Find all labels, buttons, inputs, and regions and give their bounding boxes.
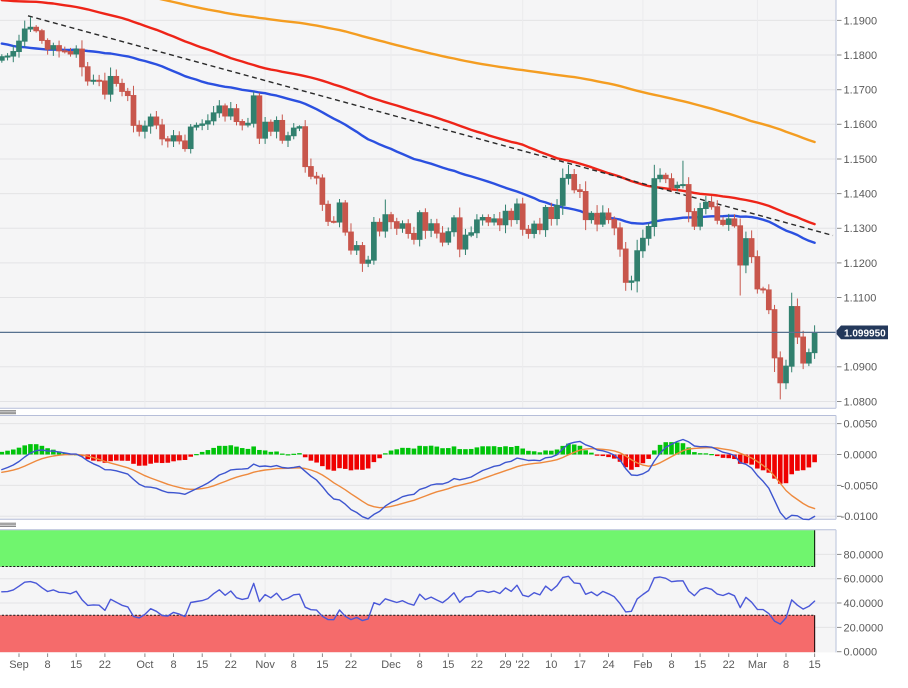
svg-text:0.0000: 0.0000 — [844, 647, 878, 659]
svg-text:8: 8 — [170, 659, 176, 671]
svg-text:Feb: Feb — [633, 659, 652, 671]
svg-text:15: 15 — [316, 659, 328, 671]
svg-text:8: 8 — [417, 659, 423, 671]
svg-text:15: 15 — [694, 659, 706, 671]
svg-text:80.0000: 80.0000 — [844, 549, 884, 561]
svg-text:0.0000: 0.0000 — [844, 449, 878, 461]
svg-text:-0.0050: -0.0050 — [841, 480, 878, 492]
svg-text:8: 8 — [45, 659, 51, 671]
svg-text:1.1300: 1.1300 — [844, 223, 878, 235]
svg-text:1.1400: 1.1400 — [844, 189, 878, 201]
svg-text:0.0050: 0.0050 — [844, 419, 878, 431]
svg-text:22: 22 — [723, 659, 735, 671]
svg-text:60.0000: 60.0000 — [844, 574, 884, 586]
svg-text:15: 15 — [808, 659, 820, 671]
svg-text:Oct: Oct — [136, 659, 153, 671]
svg-text:17: 17 — [574, 659, 586, 671]
svg-text:15: 15 — [442, 659, 454, 671]
svg-text:22: 22 — [345, 659, 357, 671]
svg-text:Dec: Dec — [381, 659, 401, 671]
svg-text:1.0800: 1.0800 — [844, 396, 878, 408]
svg-text:'22: '22 — [516, 659, 530, 671]
svg-text:1.1900: 1.1900 — [844, 15, 878, 27]
svg-text:15: 15 — [70, 659, 82, 671]
svg-text:Nov: Nov — [255, 659, 275, 671]
svg-text:1.1100: 1.1100 — [844, 292, 877, 304]
svg-text:8: 8 — [783, 659, 789, 671]
svg-text:1.0900: 1.0900 — [844, 362, 878, 374]
svg-text:1.1500: 1.1500 — [844, 154, 878, 166]
svg-text:40.0000: 40.0000 — [844, 598, 884, 610]
svg-text:1.1200: 1.1200 — [844, 258, 878, 270]
svg-text:8: 8 — [668, 659, 674, 671]
svg-text:-0.0100: -0.0100 — [841, 511, 878, 523]
svg-text:Mar: Mar — [748, 659, 767, 671]
svg-text:29: 29 — [499, 659, 511, 671]
svg-text:20.0000: 20.0000 — [844, 622, 884, 634]
svg-text:1.1700: 1.1700 — [844, 85, 878, 97]
svg-text:22: 22 — [99, 659, 111, 671]
svg-text:1.1600: 1.1600 — [844, 119, 878, 131]
svg-text:1.1800: 1.1800 — [844, 50, 878, 62]
svg-text:24: 24 — [602, 659, 614, 671]
svg-text:22: 22 — [225, 659, 237, 671]
svg-text:22: 22 — [471, 659, 483, 671]
svg-text:15: 15 — [196, 659, 208, 671]
svg-text:1.099950: 1.099950 — [844, 328, 886, 339]
svg-text:8: 8 — [291, 659, 297, 671]
svg-text:Sep: Sep — [9, 659, 29, 671]
svg-text:10: 10 — [545, 659, 557, 671]
